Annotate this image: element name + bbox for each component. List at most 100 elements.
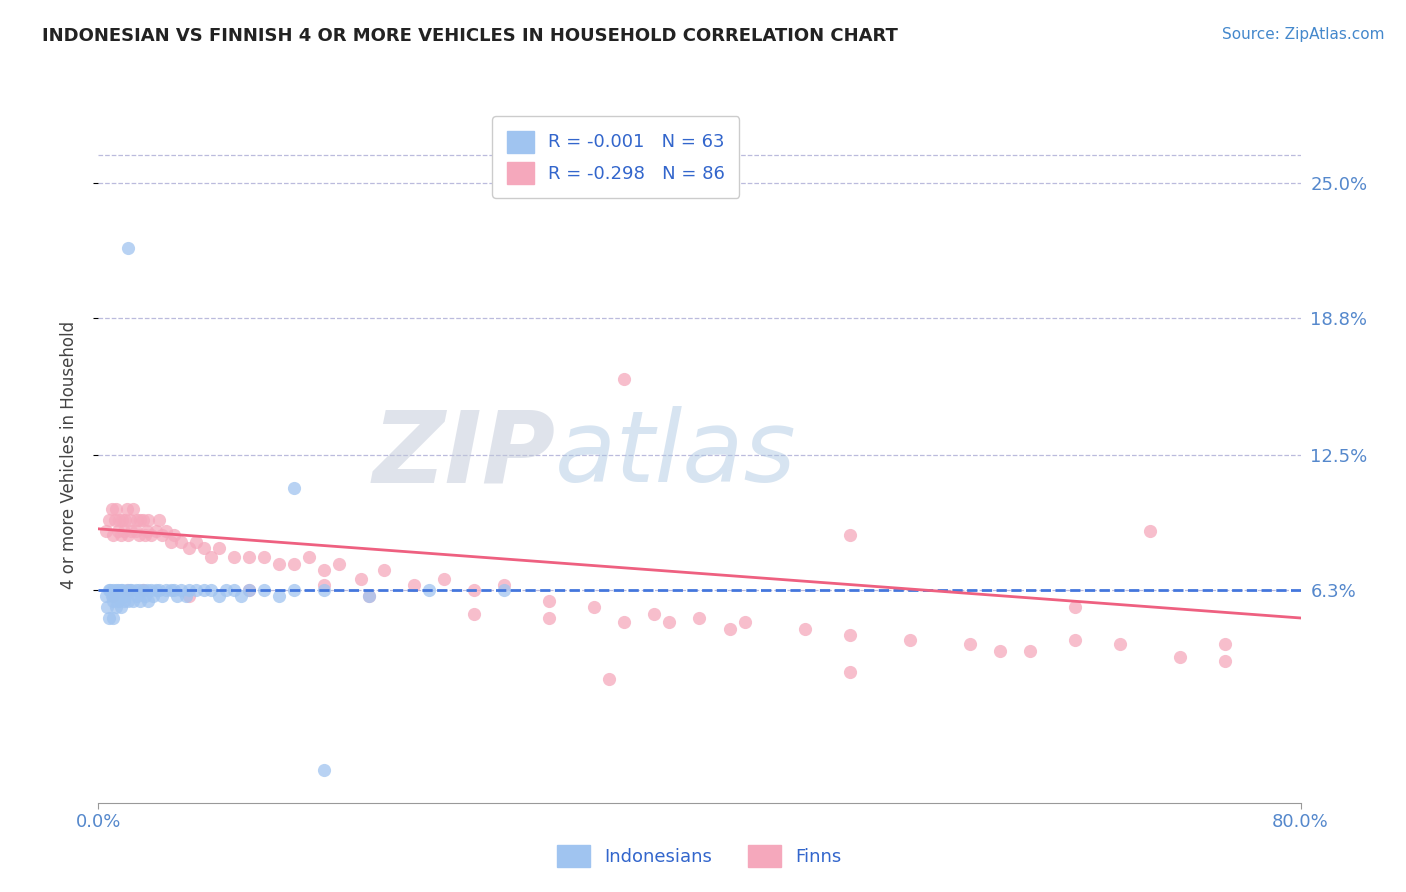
Point (658, 615, 681, 630)
Point (118, 582, 141, 597)
Point (463, 582, 485, 597)
Point (177, 541, 200, 556)
Point (117, 582, 139, 597)
Point (538, 593, 561, 607)
Point (114, 589, 136, 603)
Point (583, 600, 606, 615)
Point (105, 582, 128, 597)
Point (1064, 600, 1087, 615)
Point (132, 582, 155, 597)
Point (135, 524, 157, 538)
Point (127, 589, 149, 603)
Point (141, 589, 163, 603)
Point (118, 513, 141, 527)
Point (433, 572, 456, 586)
Point (312, 563, 335, 577)
Text: Source: ZipAtlas.com: Source: ZipAtlas.com (1222, 27, 1385, 42)
Point (101, 502, 124, 516)
Point (494, 582, 516, 597)
Point (94, 589, 117, 603)
Point (215, 582, 238, 597)
Point (613, 615, 636, 630)
Point (139, 528, 162, 542)
Point (350, 572, 373, 586)
Point (200, 550, 222, 565)
Point (139, 582, 162, 597)
Point (107, 582, 129, 597)
Point (166, 589, 188, 603)
Point (150, 528, 173, 542)
Point (121, 524, 143, 538)
Point (110, 582, 132, 597)
Point (1139, 524, 1161, 538)
Point (402, 578, 425, 592)
Point (97, 513, 120, 527)
Point (125, 582, 148, 597)
Point (112, 593, 135, 607)
Point (134, 528, 156, 542)
Point (115, 582, 138, 597)
Point (117, 593, 139, 607)
Point (105, 600, 128, 615)
Point (103, 593, 125, 607)
Point (100, 582, 122, 597)
Point (110, 600, 132, 615)
Point (103, 582, 125, 597)
Point (117, 528, 139, 542)
Point (177, 589, 200, 603)
Point (231, 589, 253, 603)
Point (148, 513, 170, 527)
Point (97, 611, 120, 625)
Point (184, 534, 207, 549)
Point (159, 534, 181, 549)
Point (200, 582, 222, 597)
Point (170, 534, 193, 549)
Point (988, 643, 1011, 657)
Point (283, 481, 305, 495)
Point (103, 589, 125, 603)
Point (357, 589, 380, 603)
Point (107, 593, 129, 607)
Point (132, 582, 155, 597)
Point (96, 600, 118, 615)
Point (125, 524, 148, 538)
Y-axis label: 4 or more Vehicles in Household: 4 or more Vehicles in Household (59, 321, 77, 589)
Point (134, 589, 156, 603)
Point (959, 637, 981, 651)
Point (312, 578, 335, 592)
Point (838, 528, 860, 542)
Point (110, 528, 132, 542)
Point (1019, 643, 1042, 657)
Point (162, 582, 184, 597)
Point (97, 582, 120, 597)
Point (155, 524, 177, 538)
Point (494, 578, 516, 592)
Point (145, 524, 167, 538)
Point (129, 513, 152, 527)
Point (328, 557, 350, 571)
Point (1170, 650, 1192, 665)
Point (689, 611, 711, 625)
Point (538, 611, 561, 625)
Point (105, 502, 128, 516)
Point (1109, 637, 1132, 651)
Point (162, 528, 184, 542)
Point (103, 528, 125, 542)
Point (132, 513, 155, 527)
Point (1215, 637, 1237, 651)
Point (193, 541, 215, 556)
Point (238, 582, 260, 597)
Point (115, 502, 138, 516)
Point (418, 582, 440, 597)
Point (463, 607, 485, 621)
Point (238, 582, 260, 597)
Point (111, 582, 134, 597)
Point (357, 589, 380, 603)
Point (136, 513, 159, 527)
Text: INDONESIAN VS FINNISH 4 OR MORE VEHICLES IN HOUSEHOLD CORRELATION CHART: INDONESIAN VS FINNISH 4 OR MORE VEHICLES… (42, 27, 898, 45)
Point (108, 513, 131, 527)
Point (112, 524, 135, 538)
Point (159, 582, 181, 597)
Point (135, 582, 157, 597)
Point (148, 582, 170, 597)
